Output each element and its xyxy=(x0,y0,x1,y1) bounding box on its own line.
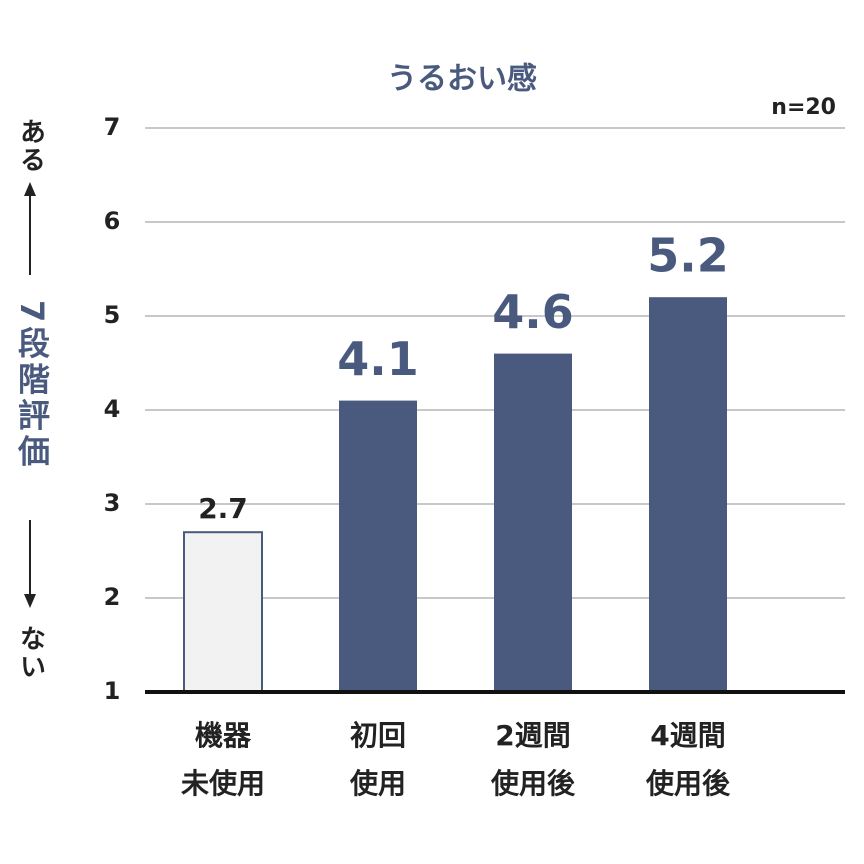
chart-title: うるおい感 xyxy=(387,62,537,97)
bar xyxy=(649,297,727,692)
arrow-head-up xyxy=(24,182,36,196)
x-tick-label: 機器 xyxy=(195,719,252,752)
x-tick-label: 使用 xyxy=(349,767,406,800)
bar xyxy=(494,353,572,692)
bar xyxy=(339,400,417,692)
y-label-top: ある xyxy=(16,118,46,174)
sample-note: n=20 xyxy=(771,95,836,120)
y-tick-label: 6 xyxy=(104,207,121,235)
x-tick-label: 初回 xyxy=(350,719,406,752)
y-tick-label: 1 xyxy=(104,677,121,705)
x-tick-label: 2週間 xyxy=(495,719,570,752)
value-label: 2.7 xyxy=(198,492,248,525)
y-tick-label: 2 xyxy=(104,583,121,611)
y-tick-label: 3 xyxy=(104,489,121,517)
y-axis-label: 7段階評価 xyxy=(13,300,51,470)
x-tick-label: 使用後 xyxy=(645,767,731,800)
value-label: 4.6 xyxy=(492,285,574,339)
y-tick-label: 5 xyxy=(104,301,121,329)
x-tick-label: 未使用 xyxy=(181,767,265,800)
value-label: 5.2 xyxy=(647,229,729,283)
x-tick-label: 使用後 xyxy=(490,767,576,800)
value-label: 4.1 xyxy=(337,332,419,386)
arrow-head-down xyxy=(24,594,36,608)
y-label-bottom: ない xyxy=(16,625,46,681)
y-tick-label: 7 xyxy=(104,113,121,141)
bar xyxy=(183,531,263,694)
x-tick-label: 4週間 xyxy=(650,719,725,752)
y-tick-label: 4 xyxy=(104,395,121,423)
